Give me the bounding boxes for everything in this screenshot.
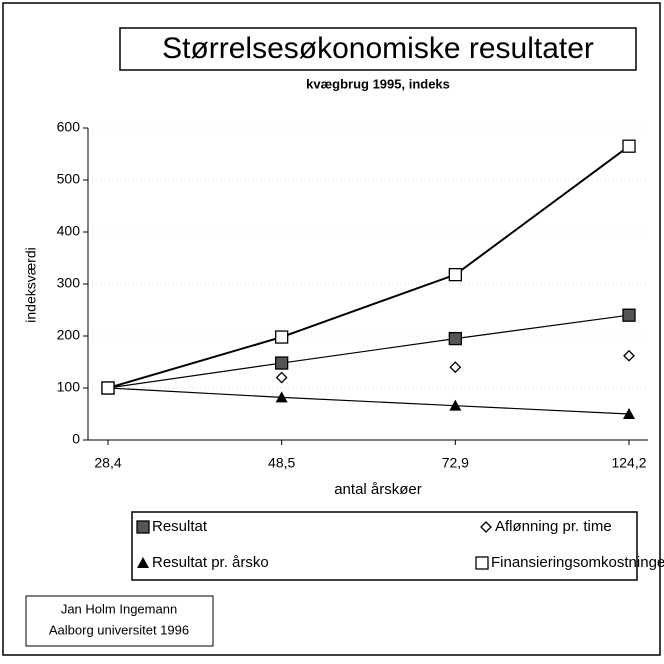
marker bbox=[623, 408, 635, 419]
credit-line: Jan Holm Ingemann bbox=[61, 601, 177, 616]
legend-label: Finansieringsomkostninger bbox=[491, 554, 664, 571]
title-box bbox=[119, 27, 637, 71]
y-tick-label: 500 bbox=[57, 171, 81, 187]
marker bbox=[275, 391, 288, 403]
marker bbox=[275, 356, 289, 370]
marker bbox=[622, 308, 636, 322]
marker bbox=[623, 349, 635, 362]
legend-box bbox=[131, 511, 638, 581]
legend-label: Resultat bbox=[152, 518, 208, 535]
y-tick-label: 0 bbox=[72, 431, 80, 447]
x-tick-label: 28,4 bbox=[94, 455, 121, 471]
x-tick-label: 124,2 bbox=[611, 455, 646, 471]
marker bbox=[275, 330, 289, 344]
y-axis-label: indeksværdi bbox=[23, 247, 39, 322]
credit-line: Aalborg universitet 1996 bbox=[49, 622, 189, 637]
y-tick-label: 100 bbox=[57, 379, 81, 395]
series-line bbox=[107, 387, 630, 415]
chart-subtitle: kvægbrug 1995, indeks bbox=[306, 76, 450, 91]
series-line bbox=[107, 314, 630, 389]
legend-marker bbox=[137, 557, 149, 568]
marker bbox=[622, 139, 636, 153]
legend-marker bbox=[480, 521, 492, 533]
marker bbox=[449, 399, 462, 411]
marker bbox=[448, 331, 462, 346]
marker bbox=[101, 381, 115, 395]
x-tick-label: 72,9 bbox=[442, 455, 469, 471]
y-tick-label: 600 bbox=[57, 119, 81, 135]
legend-label: Aflønning pr. time bbox=[495, 518, 612, 535]
x-tick-label: 48,5 bbox=[268, 455, 295, 471]
frame bbox=[2, 2, 661, 656]
legend-marker bbox=[136, 520, 150, 534]
y-tick-label: 300 bbox=[57, 275, 81, 291]
chart-title: Størrelsesøkonomiske resultater bbox=[162, 32, 594, 65]
marker bbox=[275, 371, 288, 384]
x-axis-label: antal årskøer bbox=[334, 481, 422, 498]
y-tick-label: 200 bbox=[57, 327, 81, 343]
series-line bbox=[107, 145, 630, 389]
credit-box bbox=[25, 595, 214, 647]
legend-label: Resultat pr. årsko bbox=[152, 554, 269, 571]
marker bbox=[448, 267, 462, 282]
marker bbox=[449, 361, 462, 374]
y-tick-label: 400 bbox=[57, 223, 81, 239]
legend-marker bbox=[475, 556, 489, 570]
